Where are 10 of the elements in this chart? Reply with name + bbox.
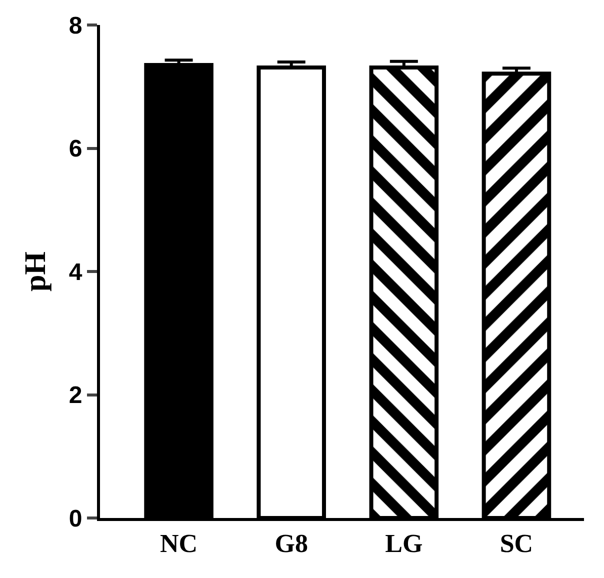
x-tick-label: NC	[160, 529, 198, 558]
y-tick-label: 4	[68, 258, 83, 286]
y-tick-label: 0	[68, 505, 82, 532]
y-tick-label: 8	[68, 12, 82, 40]
y-tick-label: 6	[68, 136, 82, 163]
y-axis-title: pH	[18, 251, 52, 292]
x-tick-label: SC	[500, 529, 534, 558]
x-tick-label: G8	[274, 529, 308, 558]
y-tick-label: 2	[68, 382, 82, 410]
x-tick-label: LG	[385, 529, 423, 558]
